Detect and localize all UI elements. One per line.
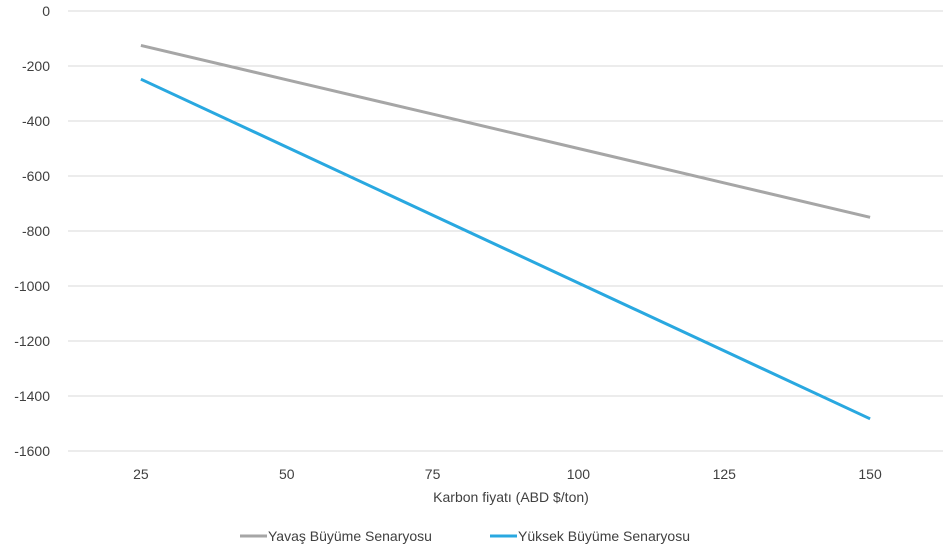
y-tick-label: -1000: [14, 278, 50, 294]
x-tick-label: 75: [425, 466, 441, 482]
y-axis-ticks: 0 -200 -400 -600 -800 -1000 -1200 -1400 -1600: [14, 3, 50, 459]
y-tick-label: -400: [22, 113, 50, 129]
y-tick-label: -1200: [14, 333, 50, 349]
y-tick-label: -200: [22, 58, 50, 74]
y-tick-label: -1600: [14, 443, 50, 459]
y-tick-label: -800: [22, 223, 50, 239]
series-lines: [140, 43, 871, 421]
series-line-1: [140, 43, 871, 219]
x-axis-title: Karbon fiyatı (ABD $/ton): [433, 489, 589, 505]
y-tick-label: -1400: [14, 388, 50, 404]
x-tick-label: 125: [713, 466, 737, 482]
legend-label: Yüksek Büyüme Senaryosu: [518, 528, 690, 544]
x-tick-label: 100: [567, 466, 591, 482]
x-axis-ticks: 25 50 75 100 125 150: [133, 466, 882, 482]
y-tick-label: -600: [22, 168, 50, 184]
gridlines: [68, 10, 943, 452]
series-line-2: [140, 77, 871, 421]
x-tick-label: 150: [858, 466, 882, 482]
legend: Yavaş Büyüme Senaryosu Yüksek Büyüme Sena…: [240, 528, 690, 544]
x-tick-label: 25: [133, 466, 149, 482]
x-tick-label: 50: [279, 466, 295, 482]
legend-label: Yavaş Büyüme Senaryosu: [268, 528, 432, 544]
y-tick-label: 0: [42, 3, 50, 19]
